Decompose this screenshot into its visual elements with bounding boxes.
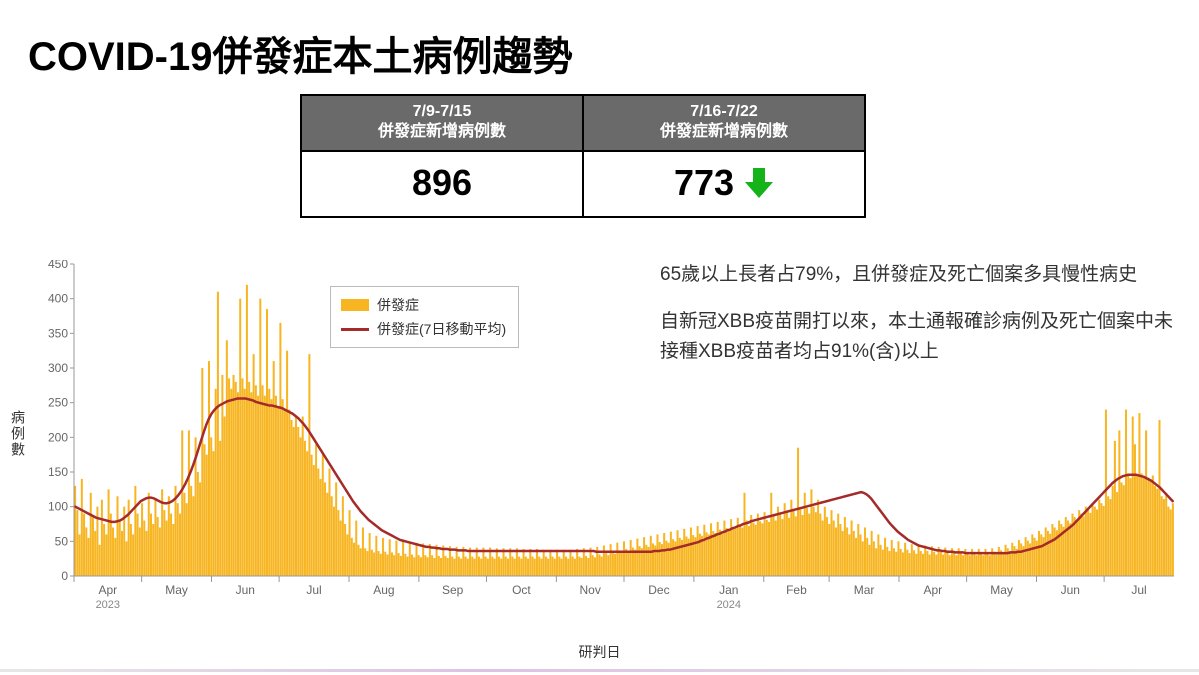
svg-text:Feb: Feb [786,583,807,597]
summary-value-1: 896 [302,152,582,216]
svg-text:Jan: Jan [719,583,738,597]
y-axis-title: 病例數 [8,410,28,458]
svg-text:150: 150 [48,465,68,479]
plot-group: 0 50 100 150 200 250 300 350 400 450 Apr May Jun Jul A… [48,260,1174,611]
svg-text:300: 300 [48,361,68,375]
svg-text:50: 50 [55,534,69,548]
svg-text:250: 250 [48,396,68,410]
page: COVID-19併發症本土病例趨勢 7/9-7/15 併發症新增病例數 896 … [0,0,1199,675]
summary-header-1: 7/9-7/15 併發症新增病例數 [302,96,582,152]
svg-text:May: May [165,583,188,597]
summary-header-2-range: 7/16-7/22 [588,102,860,122]
svg-text:Sep: Sep [442,583,464,597]
x-axis-title: 研判日 [579,642,621,662]
svg-text:Apr: Apr [98,583,117,597]
svg-text:Jul: Jul [1131,583,1146,597]
chart-svg: 0 50 100 150 200 250 300 350 400 450 Apr May Jun Jul A… [40,260,1180,620]
svg-text:200: 200 [48,430,68,444]
trend-down-icon [744,166,774,200]
summary-col-2: 7/16-7/22 併發症新增病例數 773 [582,96,864,216]
summary-table: 7/9-7/15 併發症新增病例數 896 7/16-7/22 併發症新增病例數… [300,94,866,218]
svg-text:2024: 2024 [717,599,741,611]
summary-value-1-number: 896 [412,162,472,204]
summary-header-2: 7/16-7/22 併發症新增病例數 [584,96,864,152]
svg-text:Oct: Oct [512,583,531,597]
summary-col-1: 7/9-7/15 併發症新增病例數 896 [302,96,582,216]
svg-text:2023: 2023 [96,599,120,611]
svg-text:100: 100 [48,500,68,514]
summary-header-1-desc: 併發症新增病例數 [306,122,578,142]
svg-text:Aug: Aug [373,583,394,597]
svg-text:Jul: Jul [306,583,321,597]
chart-area: 病例數 050100150200250300350400450AprMayJun… [12,260,1187,660]
summary-value-2: 773 [584,152,864,216]
svg-text:Jun: Jun [236,583,255,597]
svg-text:0: 0 [61,569,68,583]
svg-text:Jun: Jun [1061,583,1080,597]
svg-text:400: 400 [48,292,68,306]
footer-divider [0,669,1199,672]
svg-text:Apr: Apr [923,583,942,597]
summary-value-2-number: 773 [674,162,734,204]
svg-text:350: 350 [48,326,68,340]
page-title: COVID-19併發症本土病例趨勢 [28,24,573,82]
summary-header-2-desc: 併發症新增病例數 [588,122,860,142]
svg-text:450: 450 [48,260,68,271]
svg-text:Mar: Mar [854,583,875,597]
svg-text:May: May [990,583,1013,597]
summary-header-1-range: 7/9-7/15 [306,102,578,122]
svg-text:Dec: Dec [648,583,669,597]
svg-text:Nov: Nov [580,583,601,597]
